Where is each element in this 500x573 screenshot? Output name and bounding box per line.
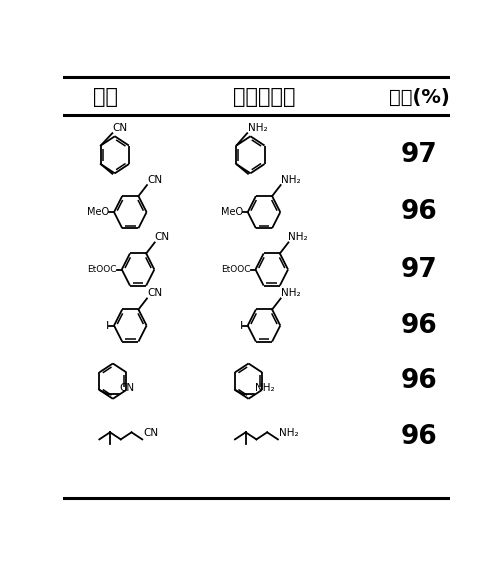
Text: NH₂: NH₂ xyxy=(248,123,267,133)
Text: CN: CN xyxy=(119,383,134,394)
Text: CN: CN xyxy=(112,123,128,133)
Text: 収率(%): 収率(%) xyxy=(388,88,450,107)
Text: I: I xyxy=(240,320,242,331)
Text: EtOOC: EtOOC xyxy=(88,265,117,274)
Text: プロダクト: プロダクト xyxy=(233,88,295,108)
Text: 96: 96 xyxy=(400,312,438,339)
Text: NH₂: NH₂ xyxy=(280,175,300,185)
Text: 96: 96 xyxy=(400,368,438,394)
Text: CN: CN xyxy=(154,232,170,242)
Text: CN: CN xyxy=(144,429,158,438)
Text: NH₂: NH₂ xyxy=(279,429,298,438)
Text: EtOOC: EtOOC xyxy=(221,265,250,274)
Text: 97: 97 xyxy=(400,142,438,168)
Text: I: I xyxy=(106,320,109,331)
Text: 96: 96 xyxy=(400,424,438,450)
Text: NH₂: NH₂ xyxy=(255,383,274,394)
Text: MeO: MeO xyxy=(220,207,242,217)
Text: 原料: 原料 xyxy=(92,88,118,108)
Text: NH₂: NH₂ xyxy=(280,288,300,298)
Text: NH₂: NH₂ xyxy=(288,232,308,242)
Text: MeO: MeO xyxy=(87,207,109,217)
Text: CN: CN xyxy=(147,175,162,185)
Text: 96: 96 xyxy=(400,199,438,225)
Text: 97: 97 xyxy=(400,257,438,282)
Text: CN: CN xyxy=(147,288,162,298)
